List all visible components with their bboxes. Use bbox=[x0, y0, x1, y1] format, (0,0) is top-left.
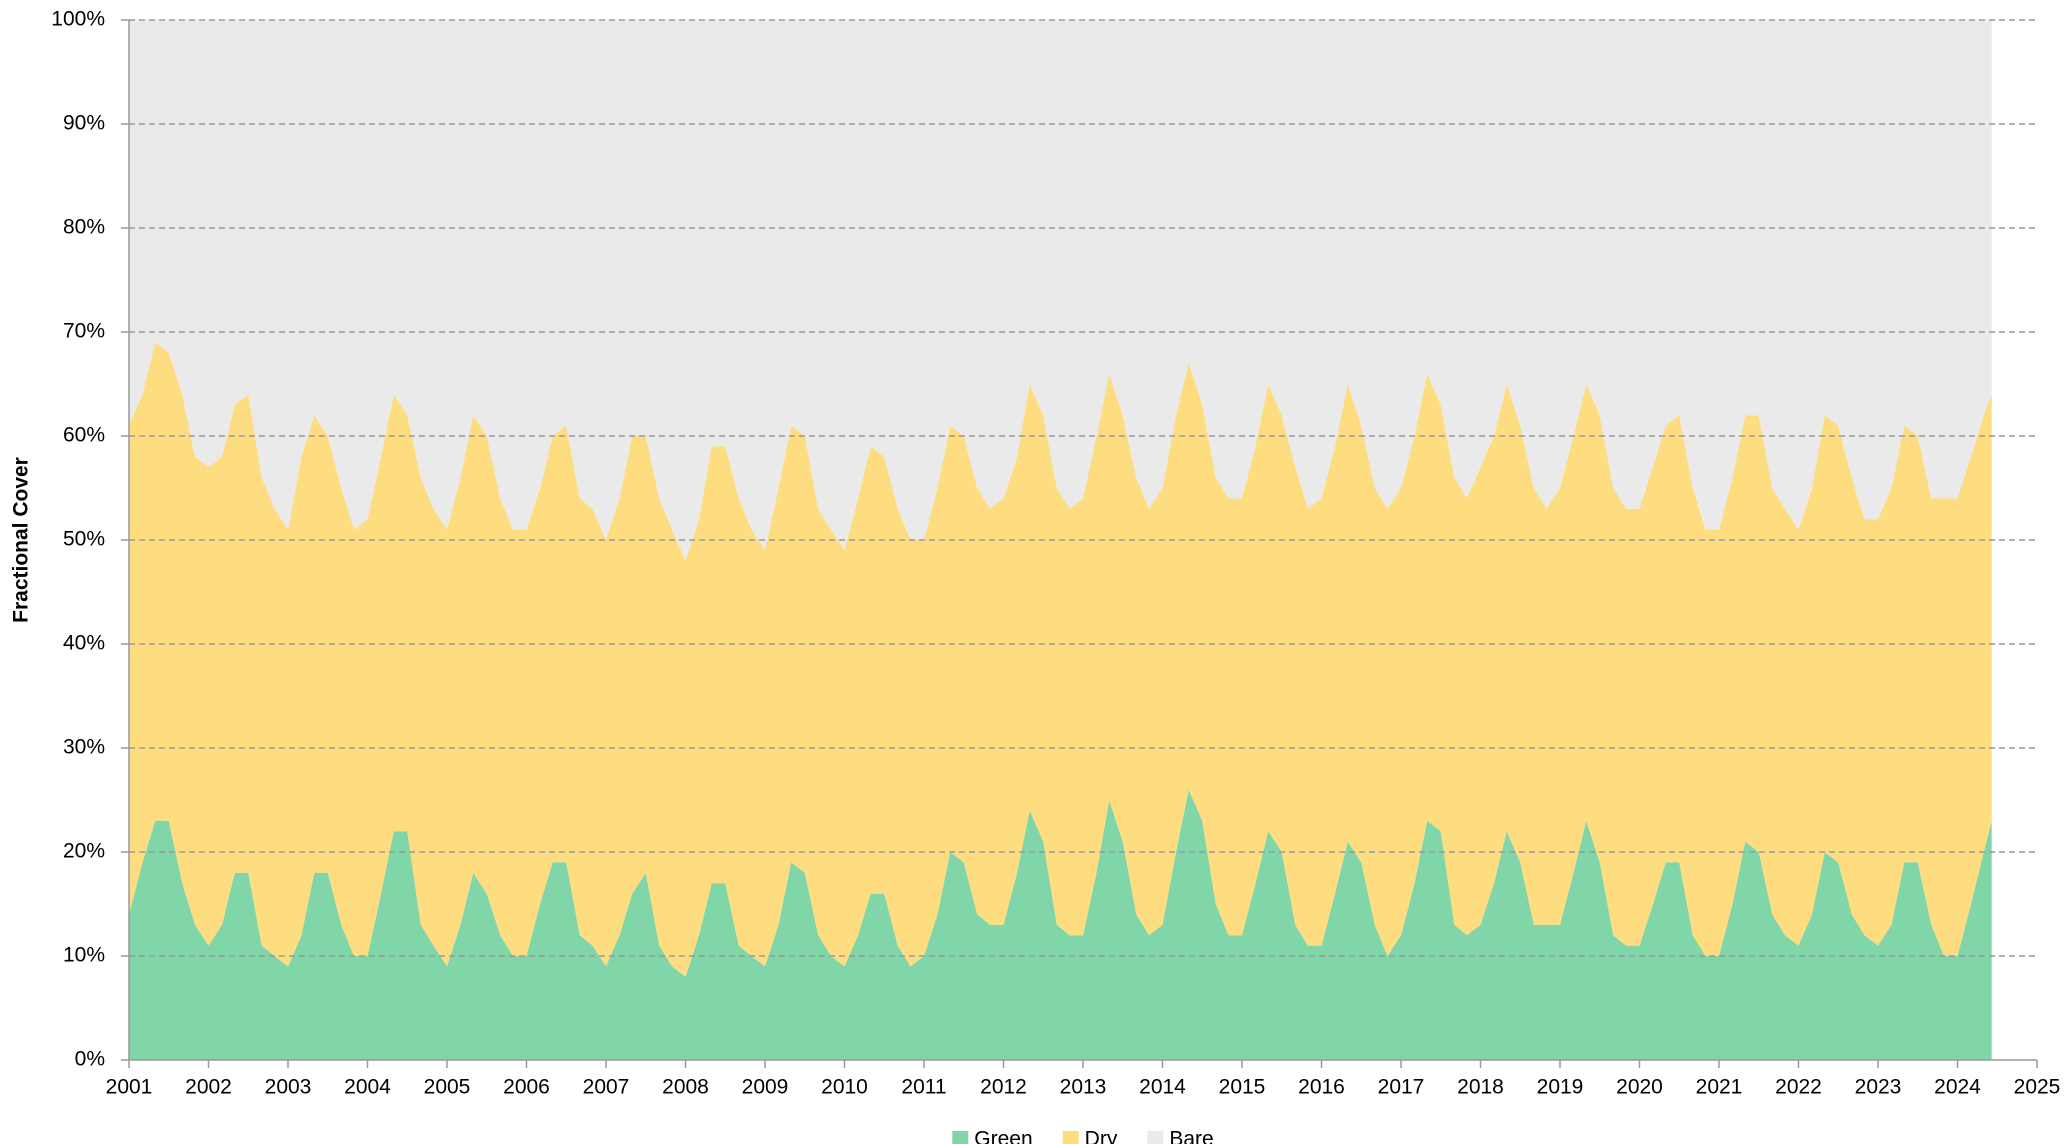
legend-label: Bare bbox=[1169, 1128, 1213, 1144]
y-tick-label: 60% bbox=[63, 424, 105, 447]
x-tick-label: 2002 bbox=[185, 1076, 232, 1099]
y-tick-label: 90% bbox=[63, 112, 105, 135]
area bbox=[129, 20, 1992, 561]
x-tick-label: 2007 bbox=[583, 1076, 630, 1099]
x-tick-label: 2024 bbox=[1934, 1076, 1981, 1099]
y-tick-label: 50% bbox=[63, 528, 105, 551]
x-tick-label: 2005 bbox=[424, 1076, 471, 1099]
x-tick-label: 2015 bbox=[1219, 1076, 1266, 1099]
x-tick-label: 2011 bbox=[901, 1076, 946, 1099]
x-tick-label: 2019 bbox=[1537, 1076, 1584, 1099]
x-tick-label: 2020 bbox=[1616, 1076, 1663, 1099]
legend-swatch bbox=[952, 1131, 969, 1144]
y-tick-label: 40% bbox=[63, 632, 105, 655]
x-tick-label: 2003 bbox=[265, 1076, 312, 1099]
x-tick-label: 2008 bbox=[662, 1076, 709, 1099]
x-tick-label: 2012 bbox=[980, 1076, 1027, 1099]
legend-swatch bbox=[1147, 1131, 1164, 1144]
x-tick-label: 2013 bbox=[1060, 1076, 1107, 1099]
x-tick-label: 2010 bbox=[821, 1076, 868, 1099]
x-tick-label: 2018 bbox=[1457, 1076, 1504, 1099]
legend-label: Green bbox=[974, 1128, 1032, 1144]
y-tick-label: 30% bbox=[63, 736, 105, 759]
y-axis-title: Fractional Cover bbox=[10, 457, 33, 623]
legend-swatch bbox=[1062, 1131, 1079, 1144]
area bbox=[129, 342, 1992, 977]
x-tick-label: 2021 bbox=[1696, 1076, 1743, 1099]
x-tick-label: 2016 bbox=[1298, 1076, 1345, 1099]
x-tick-label: 2014 bbox=[1139, 1076, 1186, 1099]
y-tick-label: 10% bbox=[63, 944, 105, 967]
y-tick-label: 0% bbox=[75, 1048, 105, 1071]
x-tick-label: 2009 bbox=[742, 1076, 789, 1099]
x-tick-label: 2017 bbox=[1378, 1076, 1425, 1099]
x-tick-label: 2006 bbox=[503, 1076, 550, 1099]
y-tick-label: 100% bbox=[51, 8, 105, 31]
legend-label: Dry bbox=[1085, 1128, 1118, 1144]
area bbox=[129, 789, 1992, 1060]
x-tick-label: 2023 bbox=[1855, 1076, 1902, 1099]
x-tick-label: 2022 bbox=[1775, 1076, 1822, 1099]
x-tick-label: 2025 bbox=[2014, 1076, 2061, 1099]
x-tick-label: 2004 bbox=[344, 1076, 391, 1099]
y-tick-label: 70% bbox=[63, 320, 105, 343]
x-tick-label: 2001 bbox=[106, 1076, 153, 1099]
y-tick-label: 20% bbox=[63, 840, 105, 863]
y-tick-label: 80% bbox=[63, 216, 105, 239]
